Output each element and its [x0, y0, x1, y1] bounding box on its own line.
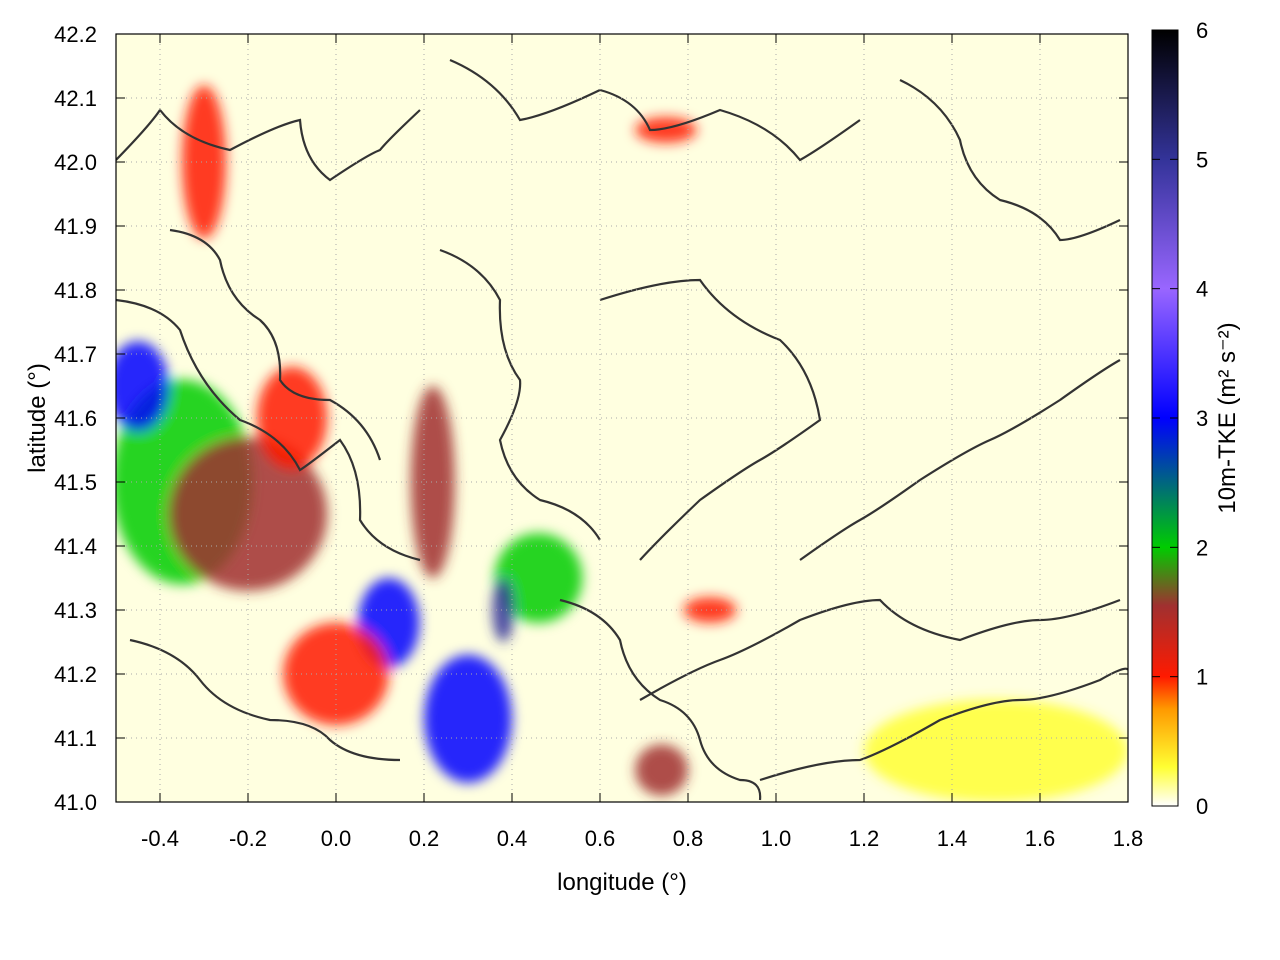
tke-region-10 [182, 85, 226, 239]
tke-region-1 [116, 341, 169, 431]
y-tick-label: 41.2 [54, 662, 97, 687]
x-tick-label: -0.4 [141, 826, 179, 851]
colorbar: 0 1 2 3 4 5 6 10m-TKE (m² s⁻²) [1151, 18, 1241, 819]
y-tick-label: 41.7 [54, 342, 97, 367]
contour-line-0 [116, 108, 421, 182]
y-axis-label: latitude (°) [24, 363, 51, 473]
y-tick-label: 41.4 [54, 534, 97, 559]
contour-line-9 [899, 79, 1121, 242]
x-axis-ticks: -0.4 -0.2 0.0 0.2 0.4 0.6 0.8 1.0 1.2 1.4 1.6 1.8 [141, 34, 1143, 851]
x-tick-label: 1.2 [849, 826, 880, 851]
tke-field [116, 85, 1128, 802]
grid-lines [116, 34, 1128, 802]
tke-region-14 [864, 699, 1128, 802]
y-tick-label: 42.2 [54, 22, 97, 47]
x-tick-label: 1.0 [761, 826, 792, 851]
contour-line-11 [129, 638, 401, 762]
y-tick-label: 41.9 [54, 214, 97, 239]
y-tick-label: 41.8 [54, 278, 97, 303]
y-axis-ticks: 41.0 41.1 41.2 41.3 41.4 41.5 41.6 41.7 41.8 41.9… [54, 22, 1128, 815]
x-tick-label: -0.2 [229, 826, 267, 851]
colorbar-tick-label: 0 [1196, 794, 1208, 819]
y-tick-label: 41.1 [54, 726, 97, 751]
contour-line-5 [799, 359, 1121, 561]
y-tick-label: 42.0 [54, 150, 97, 175]
colorbar-tick-label: 3 [1196, 406, 1208, 431]
contour-line-3 [599, 278, 822, 561]
tke-region-5 [424, 654, 512, 783]
x-tick-label: 0.0 [321, 826, 352, 851]
colorbar-tick-label: 2 [1196, 535, 1208, 560]
contour-line-7 [759, 667, 1128, 782]
contour-line-1 [116, 298, 421, 562]
colorbar-label: 10m-TKE (m² s⁻²) [1214, 322, 1241, 513]
x-tick-label: 1.4 [937, 826, 968, 851]
tke-region-11 [635, 744, 688, 796]
y-tick-label: 41.0 [54, 790, 97, 815]
contour-line-8 [439, 248, 601, 541]
y-tick-label: 42.1 [54, 86, 97, 111]
x-tick-label: 0.4 [497, 826, 528, 851]
x-tick-label: 1.8 [1113, 826, 1144, 851]
colorbar-tick-label: 6 [1196, 18, 1208, 43]
x-tick-label: 0.8 [673, 826, 704, 851]
colorbar-tick-label: 1 [1196, 665, 1208, 690]
y-tick-label: 41.3 [54, 598, 97, 623]
tke-region-13 [683, 597, 737, 623]
tke-region-7 [492, 578, 515, 642]
y-tick-label: 41.5 [54, 470, 97, 495]
colorbar-tick-label: 5 [1196, 147, 1208, 172]
x-tick-label: 0.6 [585, 826, 616, 851]
contour-line-10 [169, 228, 382, 461]
x-tick-label: 0.2 [409, 826, 440, 851]
y-tick-label: 41.6 [54, 406, 97, 431]
tke-region-8 [410, 386, 455, 578]
colorbar-tick-label: 4 [1196, 277, 1208, 302]
contour-line-4 [559, 598, 762, 801]
x-axis-label: longitude (°) [557, 869, 687, 896]
contour-line-2 [449, 58, 861, 162]
colorbar-ticks: 0 1 2 3 4 5 6 [1152, 18, 1208, 819]
plot-area [116, 34, 1128, 802]
x-tick-label: 1.6 [1025, 826, 1056, 851]
